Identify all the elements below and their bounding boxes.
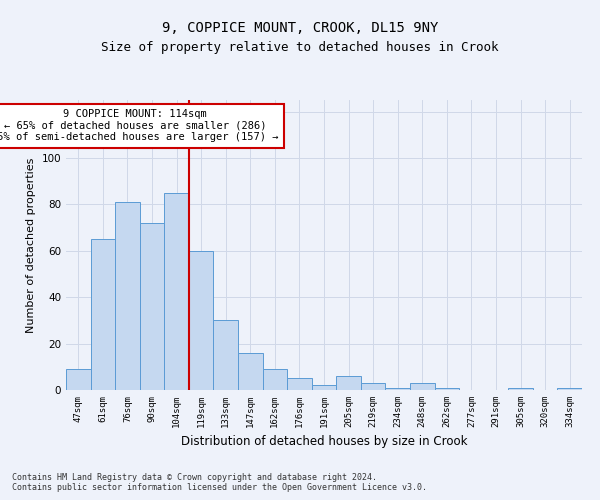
Text: 9, COPPICE MOUNT, CROOK, DL15 9NY: 9, COPPICE MOUNT, CROOK, DL15 9NY	[162, 20, 438, 34]
Bar	[410, 383, 434, 390]
Text: 9 COPPICE MOUNT: 114sqm
← 65% of detached houses are smaller (286)
35% of semi-d: 9 COPPICE MOUNT: 114sqm ← 65% of detache…	[0, 110, 278, 142]
Bar	[263, 369, 287, 390]
Bar	[164, 193, 189, 390]
Bar	[189, 251, 214, 390]
Bar	[434, 388, 459, 390]
Bar	[312, 386, 336, 390]
Bar	[361, 383, 385, 390]
Bar	[508, 388, 533, 390]
X-axis label: Distribution of detached houses by size in Crook: Distribution of detached houses by size …	[181, 436, 467, 448]
Bar	[238, 353, 263, 390]
Bar	[214, 320, 238, 390]
Bar	[91, 239, 115, 390]
Text: Size of property relative to detached houses in Crook: Size of property relative to detached ho…	[101, 41, 499, 54]
Bar	[66, 369, 91, 390]
Y-axis label: Number of detached properties: Number of detached properties	[26, 158, 36, 332]
Bar	[385, 388, 410, 390]
Bar	[140, 223, 164, 390]
Text: Contains HM Land Registry data © Crown copyright and database right 2024.
Contai: Contains HM Land Registry data © Crown c…	[12, 472, 427, 492]
Bar	[336, 376, 361, 390]
Bar	[557, 388, 582, 390]
Bar	[115, 202, 140, 390]
Bar	[287, 378, 312, 390]
